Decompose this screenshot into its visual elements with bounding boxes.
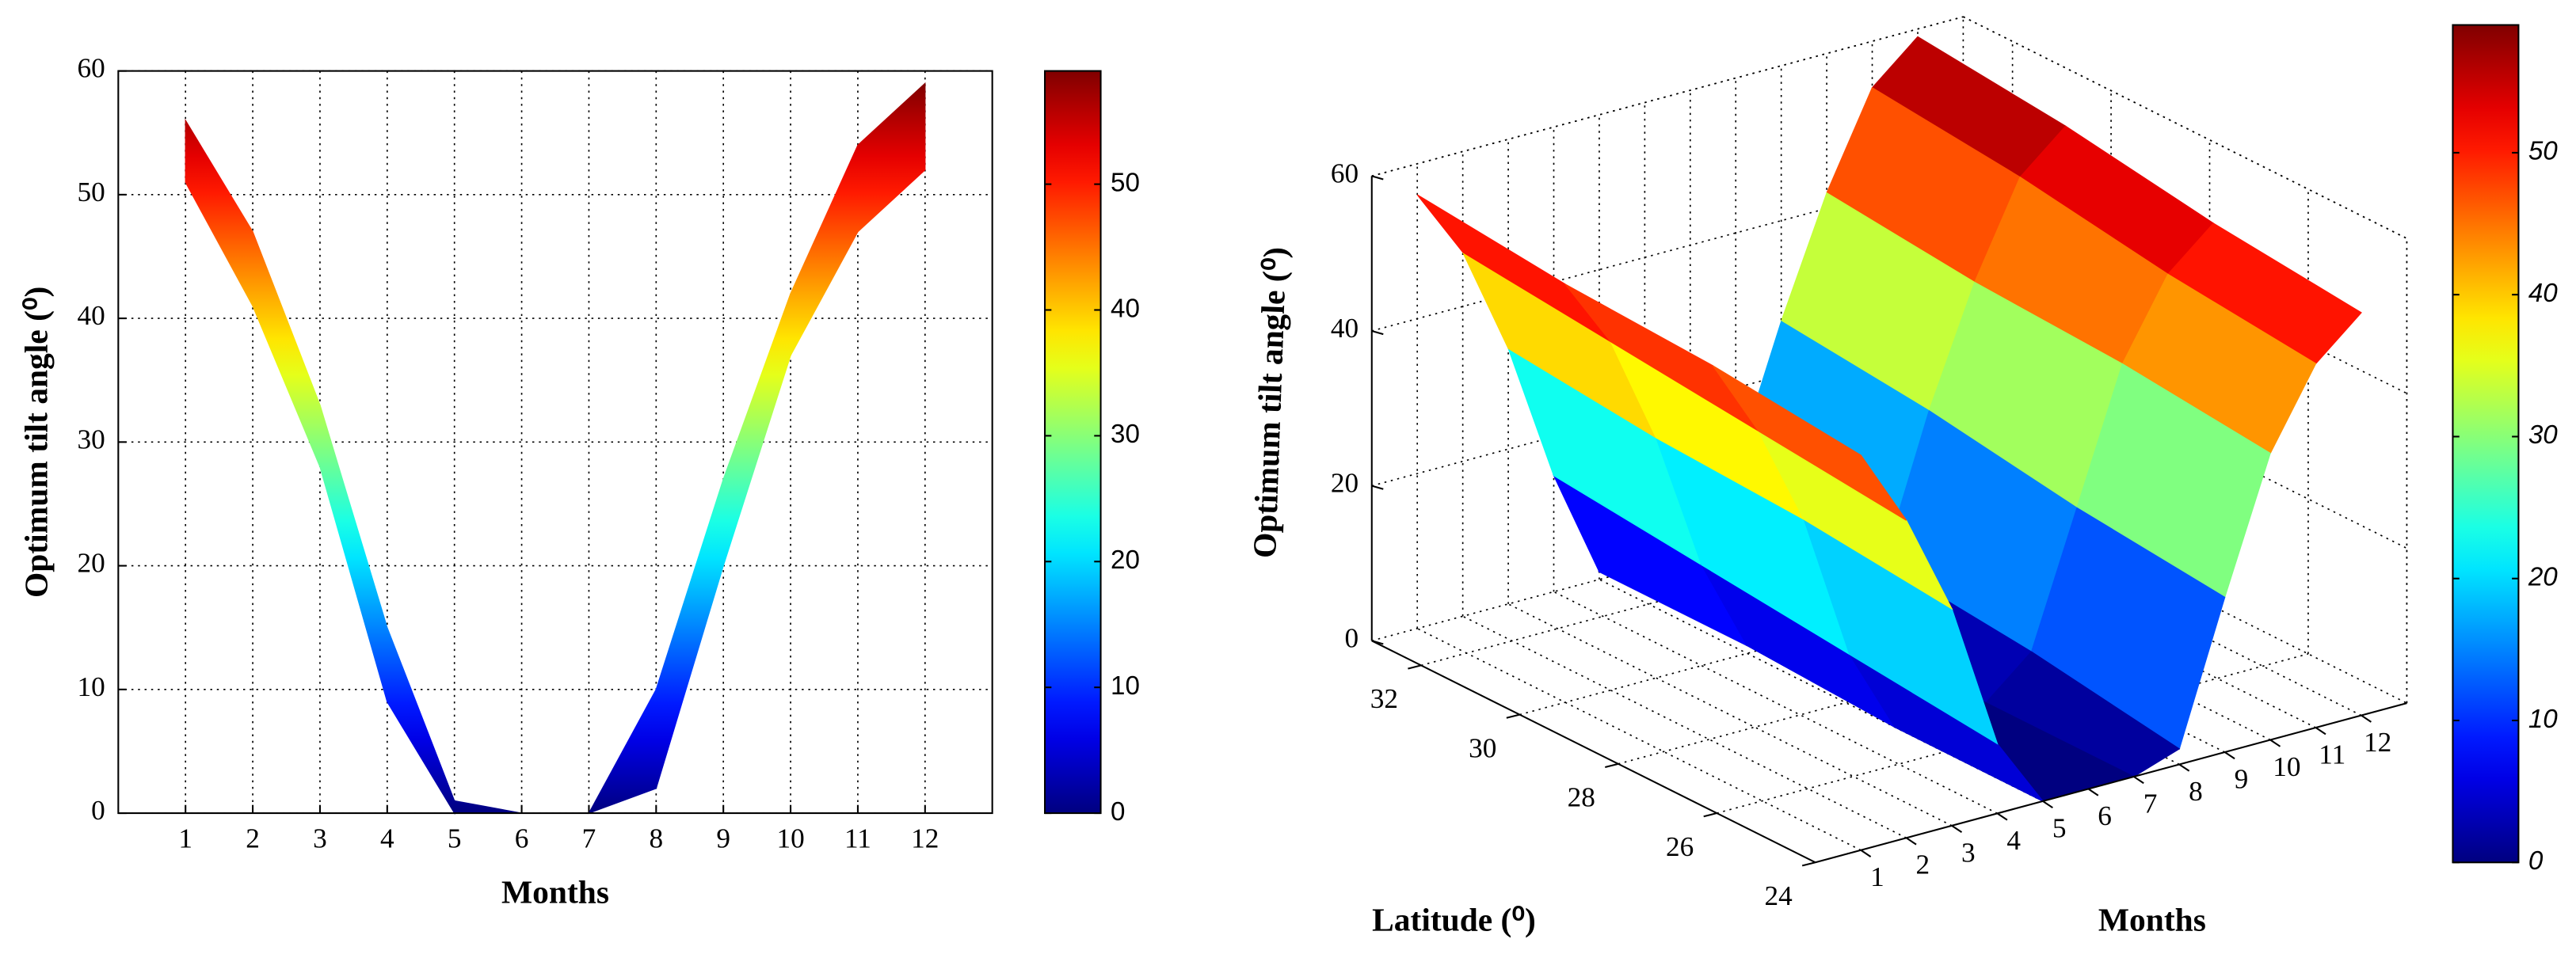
y-tick [1408,664,1422,670]
x-tick-label: 6 [515,823,529,853]
band-segment [252,231,321,467]
x-tick [2315,727,2326,736]
y-tick-label: 28 [1568,782,1595,813]
band-segment [857,82,926,234]
x-tick-label: 12 [2364,727,2391,758]
band-segment [790,145,859,356]
x-tick-label: 9 [2235,763,2249,794]
y-tick-label: 30 [1469,732,1496,763]
x-tick [2224,751,2235,760]
x-tick-label: 11 [2319,739,2345,770]
x-tick-label: 3 [313,823,327,853]
y-tick [1506,713,1520,719]
colorbar-tick-label: 10 [2528,705,2558,734]
y-tick-label: 24 [1764,880,1793,911]
x-tick-label: 5 [2052,812,2067,843]
band-segment [387,627,455,815]
x-tick-label: 11 [844,823,871,853]
x-tick-label: 5 [448,823,462,853]
x-tick [1951,824,1963,834]
band-segment [185,118,253,306]
colorbar-tick-label: 0 [1111,797,1125,827]
z-tick-label: 60 [1331,158,1358,188]
x-tick [2361,714,2372,723]
y-tick-label: 50 [77,177,105,207]
z-axis-label: Optimum tilt angle (⁰) [1246,246,1294,559]
colorbar [2452,24,2520,864]
x-tick [1860,849,1872,857]
z-tick-label: 0 [1345,622,1359,653]
y-tick [1605,762,1619,768]
x-tick-label: 8 [650,823,664,853]
z-tick [1371,175,1384,181]
y-tick [1801,861,1816,867]
x-tick-label: 8 [2189,776,2203,807]
x-tick-label: 1 [178,823,192,853]
band-segment [588,689,657,815]
colorbar-tick-label: 40 [2528,279,2558,308]
surface-patch [1713,365,1907,521]
x-tick-label: 4 [380,823,394,853]
x-tick-label: 7 [2143,788,2158,819]
band-segment [655,479,724,789]
x-tick [2178,763,2190,772]
x-tick-label: 3 [1961,837,1976,868]
z-tick-label: 20 [1331,468,1358,499]
colorbar-tick-label: 30 [2528,420,2558,450]
x-tick-label: 10 [2273,751,2300,782]
band-segment [722,293,791,566]
colorbar-tick-label: 20 [1111,546,1140,575]
y-tick-label: 60 [77,53,105,84]
y-tick-label: 20 [77,548,105,579]
y-tick-label: 32 [1370,683,1398,714]
y-tick-label: 30 [77,424,105,454]
colorbar-tick-label: 10 [1111,671,1140,701]
x-tick [1996,812,2008,821]
x-tick-label: 6 [2098,800,2112,831]
x-tick-label: 12 [911,823,939,853]
colorbar-tick-label: 50 [1111,168,1140,197]
colorbar-tick-label: 20 [2528,562,2558,591]
y-axis-label: Latitude (⁰) [1372,902,1536,939]
x-tick [2133,776,2144,785]
x-tick-label: 1 [1870,861,1884,892]
x-tick-label: 2 [246,823,260,853]
x-tick [2087,788,2099,796]
colorbar-tick-label: 0 [2528,846,2544,876]
x-axis-label: Months [2098,902,2206,938]
x-tick [2042,800,2053,809]
x-tick-label: 9 [716,823,730,853]
axis-line [1815,702,2407,864]
band-segment [319,405,388,702]
x-tick-label: 4 [2006,825,2021,856]
y-axis-label: Optimum tilt angle (⁰) [17,287,55,598]
axis-line [1371,640,1816,864]
y-tick-label: 26 [1666,831,1694,862]
y-tick [1703,812,1717,818]
band-segment [454,800,522,814]
colorbar [1044,70,1102,815]
z-tick-label: 40 [1331,313,1358,344]
z-tick [1371,329,1384,336]
y-tick-label: 40 [77,300,105,331]
x-tick [1906,837,1917,846]
y-tick-label: 0 [91,795,105,826]
z-tick [1371,485,1384,490]
x-tick-label: 7 [582,823,596,853]
plot-frame [117,70,993,815]
colorbar-tick-label: 30 [1111,420,1140,449]
colorbar-tick-label: 50 [2528,137,2558,166]
y-tick-label: 10 [77,671,105,702]
x-tick-label: 2 [1916,850,1930,880]
colorbar-tick-label: 40 [1111,294,1140,323]
x-tick [2269,739,2281,747]
x-axis-label: Months [501,873,609,910]
z-tick [1371,640,1384,645]
x-tick-label: 10 [776,823,804,853]
